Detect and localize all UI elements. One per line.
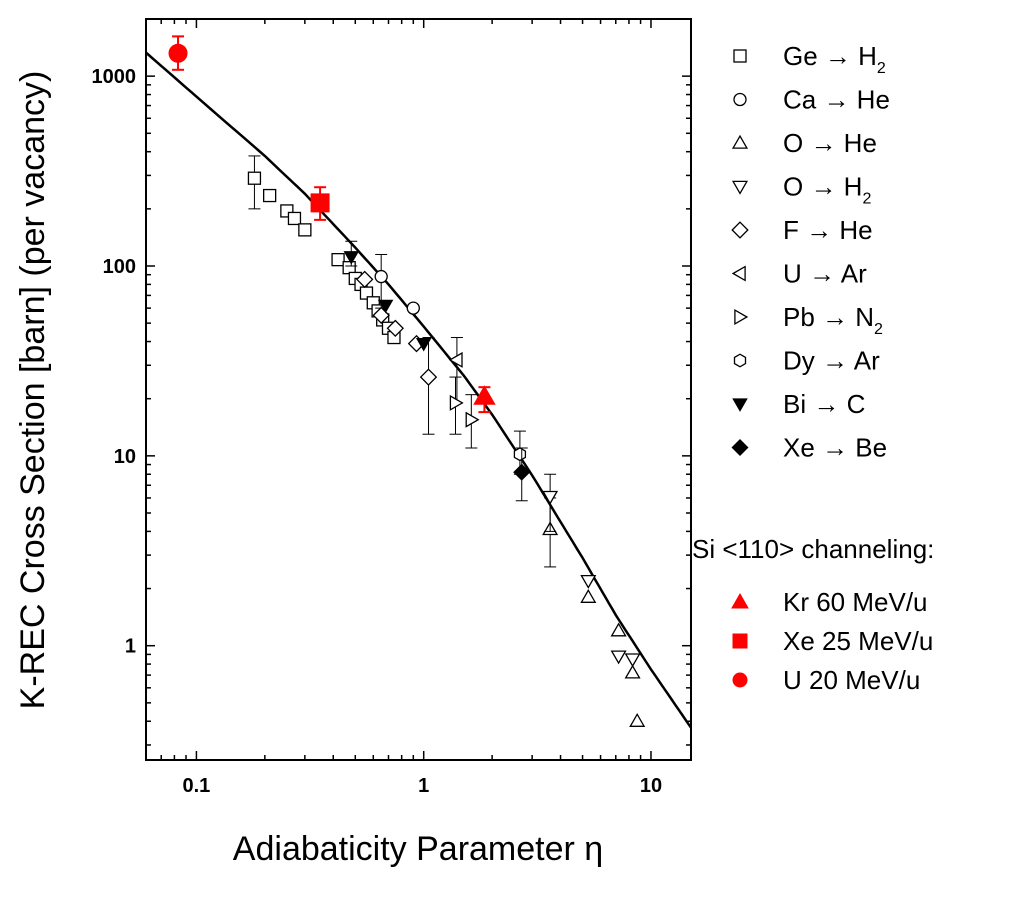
legend-label: U → Ar: [783, 259, 867, 289]
legend-marker: [731, 134, 749, 149]
legend-label: O → H2: [783, 172, 871, 208]
plot-frame: [145, 18, 692, 761]
data-point: [310, 193, 330, 213]
data-point: [359, 286, 374, 300]
legend-label: U 20 MeV/u: [783, 665, 920, 695]
x-axis-title: Adiabaticity Parameter η: [233, 830, 603, 868]
legend-marker: [731, 180, 749, 195]
legend-marker: [732, 672, 748, 688]
data-point: [473, 385, 496, 405]
legend-label: Bi → C: [783, 389, 865, 419]
data-point: [542, 490, 559, 505]
points-layer: [168, 35, 646, 727]
data-point: [580, 574, 597, 589]
y-tick-label: 1000: [92, 66, 137, 88]
y-axis-title: K-REC Cross Section [barn] (per vacancy): [14, 71, 52, 710]
legend-label: Xe 25 MeV/u: [783, 626, 933, 656]
data-point: [355, 270, 374, 289]
x-tick-label: 1: [418, 775, 429, 797]
data-point: [287, 211, 302, 226]
legend-marker: [732, 398, 748, 412]
y-tick-label: 1: [125, 636, 136, 658]
legend-marker: [731, 592, 749, 609]
data-point: [580, 588, 597, 603]
legend-label: Kr 60 MeV/u: [783, 587, 928, 617]
theory-curve: [146, 51, 691, 729]
ticks-layer: 0.1 1 10 1 10 100 1000: [92, 18, 691, 797]
data-point: [377, 299, 394, 314]
data-point: [610, 622, 627, 637]
data-point: [298, 223, 312, 237]
legend-marker: [731, 438, 749, 457]
data-point: [263, 188, 277, 203]
x-tick-label: 10: [640, 775, 662, 797]
legend-marker: [733, 353, 747, 368]
legend-label: Pb → N2: [783, 302, 883, 338]
data-point: [247, 171, 262, 185]
data-point: [610, 650, 627, 665]
legend-marker: [731, 221, 749, 239]
legend-label: Dy → Ar: [783, 346, 880, 376]
legend-marker: [734, 308, 749, 326]
legend: Ge → H2 Ca → He O → He O → H2 F → He U → Ar Pb…: [692, 41, 934, 695]
data-point: [629, 712, 646, 727]
data-point: [513, 447, 527, 462]
legend-label: F → He: [783, 215, 873, 245]
data-point: [386, 319, 405, 338]
legend-group-title: Si <110> channeling:: [692, 534, 934, 564]
data-point: [465, 411, 480, 428]
legend-marker: [732, 633, 748, 649]
data-point: [406, 301, 420, 315]
data-point: [449, 394, 464, 411]
legend-label: O → He: [783, 128, 877, 158]
data-point: [419, 368, 438, 386]
legend-marker: [731, 265, 746, 282]
legend-label: Ge → H2: [783, 41, 886, 77]
data-point: [415, 338, 432, 352]
x-tick-label: 0.1: [183, 775, 211, 797]
data-point: [331, 253, 345, 267]
legend-marker: [733, 49, 747, 63]
data-point: [624, 664, 641, 679]
data-point: [374, 269, 388, 284]
data-point: [513, 463, 531, 481]
data-point: [168, 43, 188, 63]
legend-label: Xe → Be: [783, 433, 887, 463]
curve-layer: [146, 51, 691, 729]
y-tick-label: 100: [103, 256, 136, 278]
y-tick-label: 10: [114, 446, 136, 468]
legend-label: Ca → He: [783, 85, 890, 115]
data-point: [448, 351, 463, 368]
legend-marker: [733, 92, 747, 107]
data-point: [624, 653, 641, 668]
data-point: [343, 251, 360, 265]
